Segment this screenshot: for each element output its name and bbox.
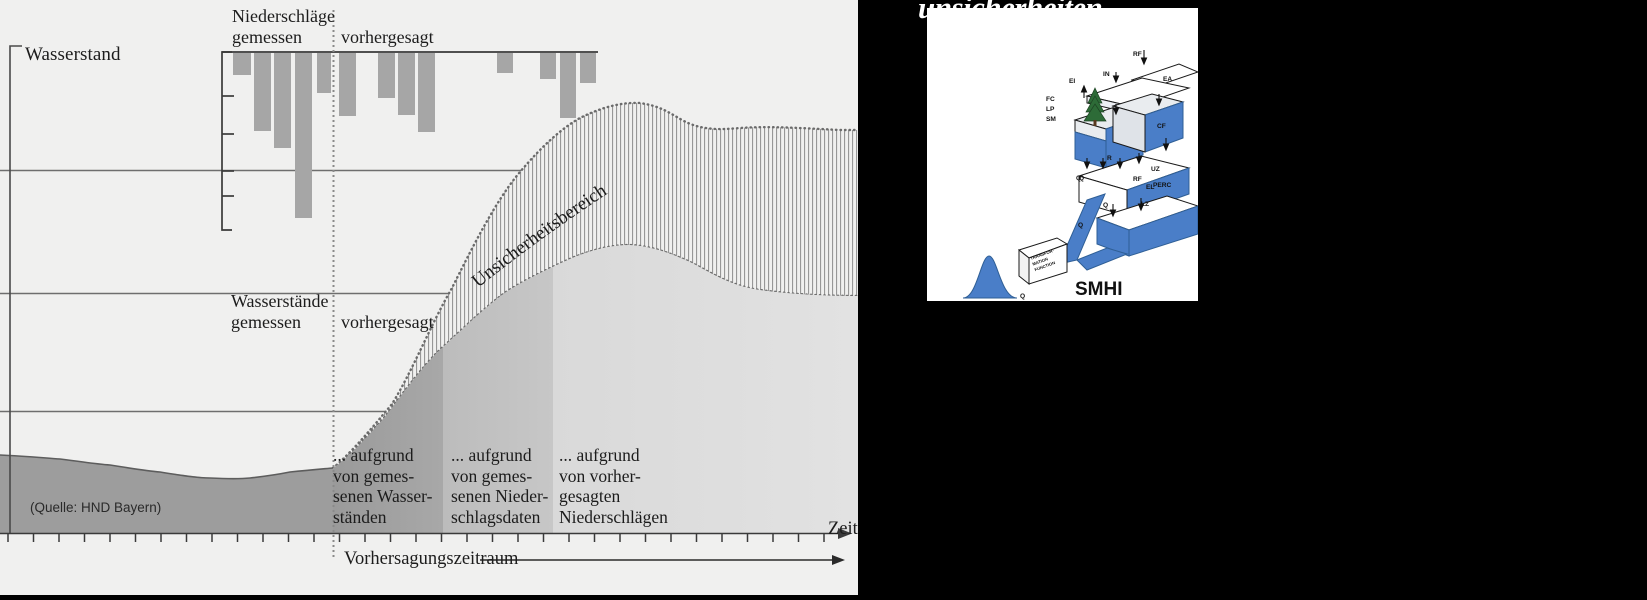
svg-text:Q: Q [1103, 202, 1108, 209]
svg-text:EA: EA [1163, 76, 1172, 83]
svg-text:EL: EL [1146, 184, 1154, 191]
svg-text:MATION: MATION [1032, 256, 1049, 266]
zone-note-3-line2: von vorher- [559, 465, 641, 486]
precip-forecast-header: vorhergesagt [341, 27, 434, 47]
zone-note-3: ... aufgrund von vorher- gesagten Nieder… [559, 445, 668, 528]
time-axis [0, 528, 852, 542]
svg-text:SMHI: SMHI [1075, 279, 1123, 300]
forecast-period-label: Vorhersagungszeitraum [344, 549, 519, 569]
x-axis-label: Zeit [828, 519, 858, 539]
precip-axis [221, 51, 598, 231]
y-axis-label: Wasserstand [25, 44, 121, 65]
svg-text:R: R [1107, 155, 1112, 162]
precip-measured-header-line1: Niederschläge [232, 6, 335, 26]
svg-text:UZ: UZ [1151, 166, 1160, 173]
svg-text:EI: EI [1069, 78, 1075, 85]
zone-note-1: ... aufgrund von gemes- senen Wasser- st… [333, 445, 432, 528]
zone-note-2: ... aufgrund von gemes- senen Nieder- sc… [451, 445, 548, 528]
svg-text:RF: RF [1133, 51, 1142, 58]
svg-text:CF: CF [1157, 123, 1166, 130]
svg-text:Q: Q [1079, 175, 1084, 182]
svg-text:IN: IN [1103, 71, 1110, 78]
svg-text:PERC: PERC [1153, 182, 1172, 189]
zone-note-3-line1: ... aufgrund [559, 445, 640, 465]
smhi-hbv-diagram: RF EI IN EA FC LP SM R CF UZ RF EL PERC … [927, 8, 1200, 301]
zone-note-2-line4: schlagsdaten [451, 506, 541, 527]
forecast-period-arrow [480, 555, 845, 565]
svg-text:RF: RF [1133, 176, 1142, 183]
precip-bars-measured [233, 53, 331, 218]
waterlevel-axis-bracket [9, 45, 22, 533]
hydrograph-svg: Unsicherheitsbereich [0, 10, 858, 565]
level-forecast-header: vorhergesagt [341, 312, 434, 332]
zone-note-3-line3: gesagten [559, 486, 621, 507]
measured-water-level [0, 454, 334, 533]
right-illustration-panel: unsicherheiten [858, 0, 1647, 595]
svg-text:FC: FC [1046, 96, 1055, 103]
zone-note-1-line4: ständen [333, 506, 387, 527]
source-note: (Quelle: HND Bayern) [30, 500, 162, 515]
level-measured-header-line2: gemessen [231, 312, 301, 332]
zone-note-1-line2: von gemes- [333, 465, 415, 486]
precip-measured-header-line2: gemessen [232, 27, 302, 47]
svg-text:Q: Q [1078, 222, 1083, 229]
precip-bars-forecast [339, 53, 596, 132]
svg-text:Q: Q [1020, 293, 1025, 300]
level-measured-header-line1: Wasserstände [231, 291, 329, 311]
zone-note-2-line2: von gemes- [451, 465, 533, 486]
hydrograph-panel: Unsicherheitsbereich Wasserstand Nieders… [0, 0, 858, 595]
svg-text:SM: SM [1046, 116, 1056, 123]
svg-text:Q: Q [1076, 175, 1081, 182]
zone-note-1-line3: senen Wasser- [333, 486, 433, 507]
svg-text:LZ: LZ [1141, 201, 1149, 208]
zone-note-2-line1: ... aufgrund [451, 445, 532, 465]
zone-note-3-line4: Niederschlägen [559, 506, 668, 527]
zone-note-2-line3: senen Nieder- [451, 486, 549, 507]
svg-text:LP: LP [1046, 106, 1055, 113]
zone-note-1-line1: ... aufgrund [333, 445, 414, 465]
